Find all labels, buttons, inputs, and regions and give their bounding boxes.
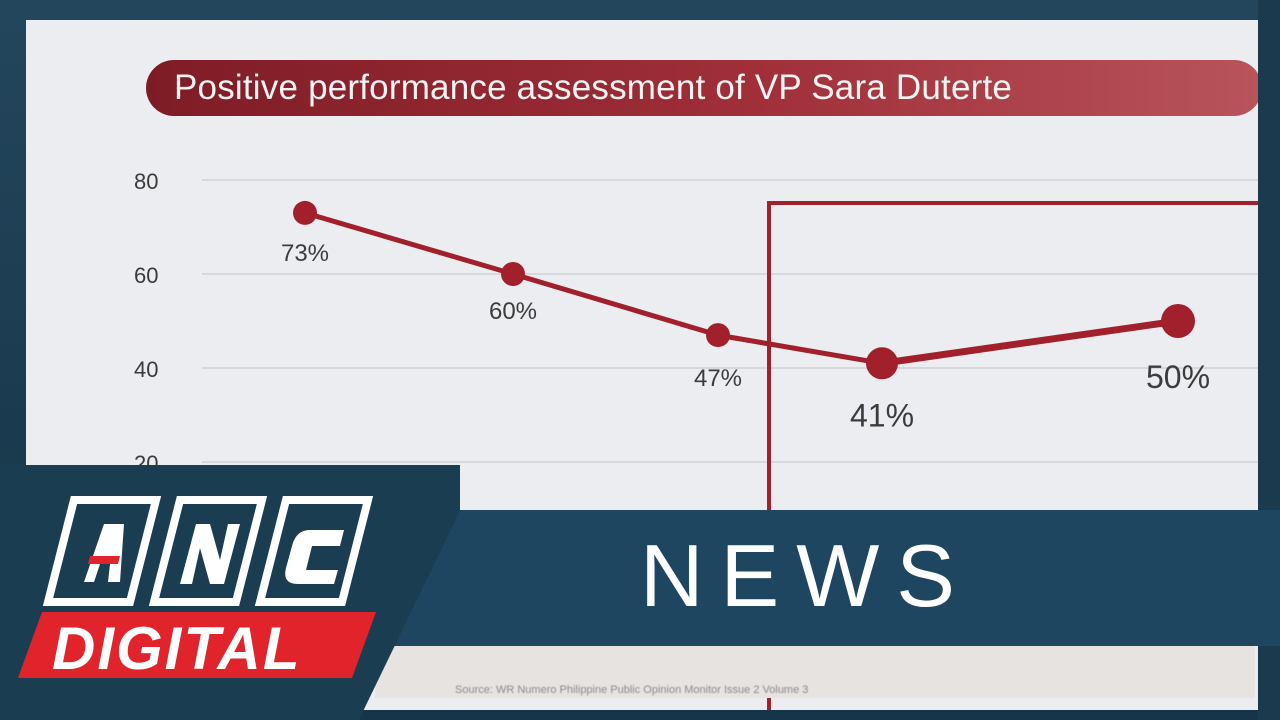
anc-letter-a [42,496,162,606]
data-point [293,200,317,225]
anc-letter-n [148,496,268,606]
anc-logo [42,496,374,606]
series-line-segment [302,210,516,277]
series-line-segment [878,317,1182,367]
data-label: 41% [850,397,914,433]
y-tick-label: 80 [134,169,158,194]
data-point [866,347,898,380]
chart-title: Positive performance assessment of VP Sa… [174,68,1013,107]
data-point [706,323,730,348]
data-label: 50% [1146,359,1210,395]
data-label: 60% [489,298,537,325]
source-caption: Source: WR Numero Philippine Public Opin… [455,684,809,696]
highlight-box [767,201,1258,710]
data-point [501,262,525,286]
y-tick-label: 40 [134,357,158,382]
chart-title-banner: Positive performance assessment of VP Sa… [146,60,1262,116]
series-line-segment [510,271,721,338]
series-line-segment [715,332,885,366]
digital-label: DIGITAL [52,615,302,682]
data-label: 73% [281,240,329,267]
anc-letter-c [254,496,374,606]
data-point [1161,304,1195,338]
caption-strip: Source: WR Numero Philippine Public Opin… [375,646,1255,698]
news-label: NEWS [640,526,972,625]
data-label: 47% [694,365,742,392]
y-tick-label: 60 [134,263,158,288]
